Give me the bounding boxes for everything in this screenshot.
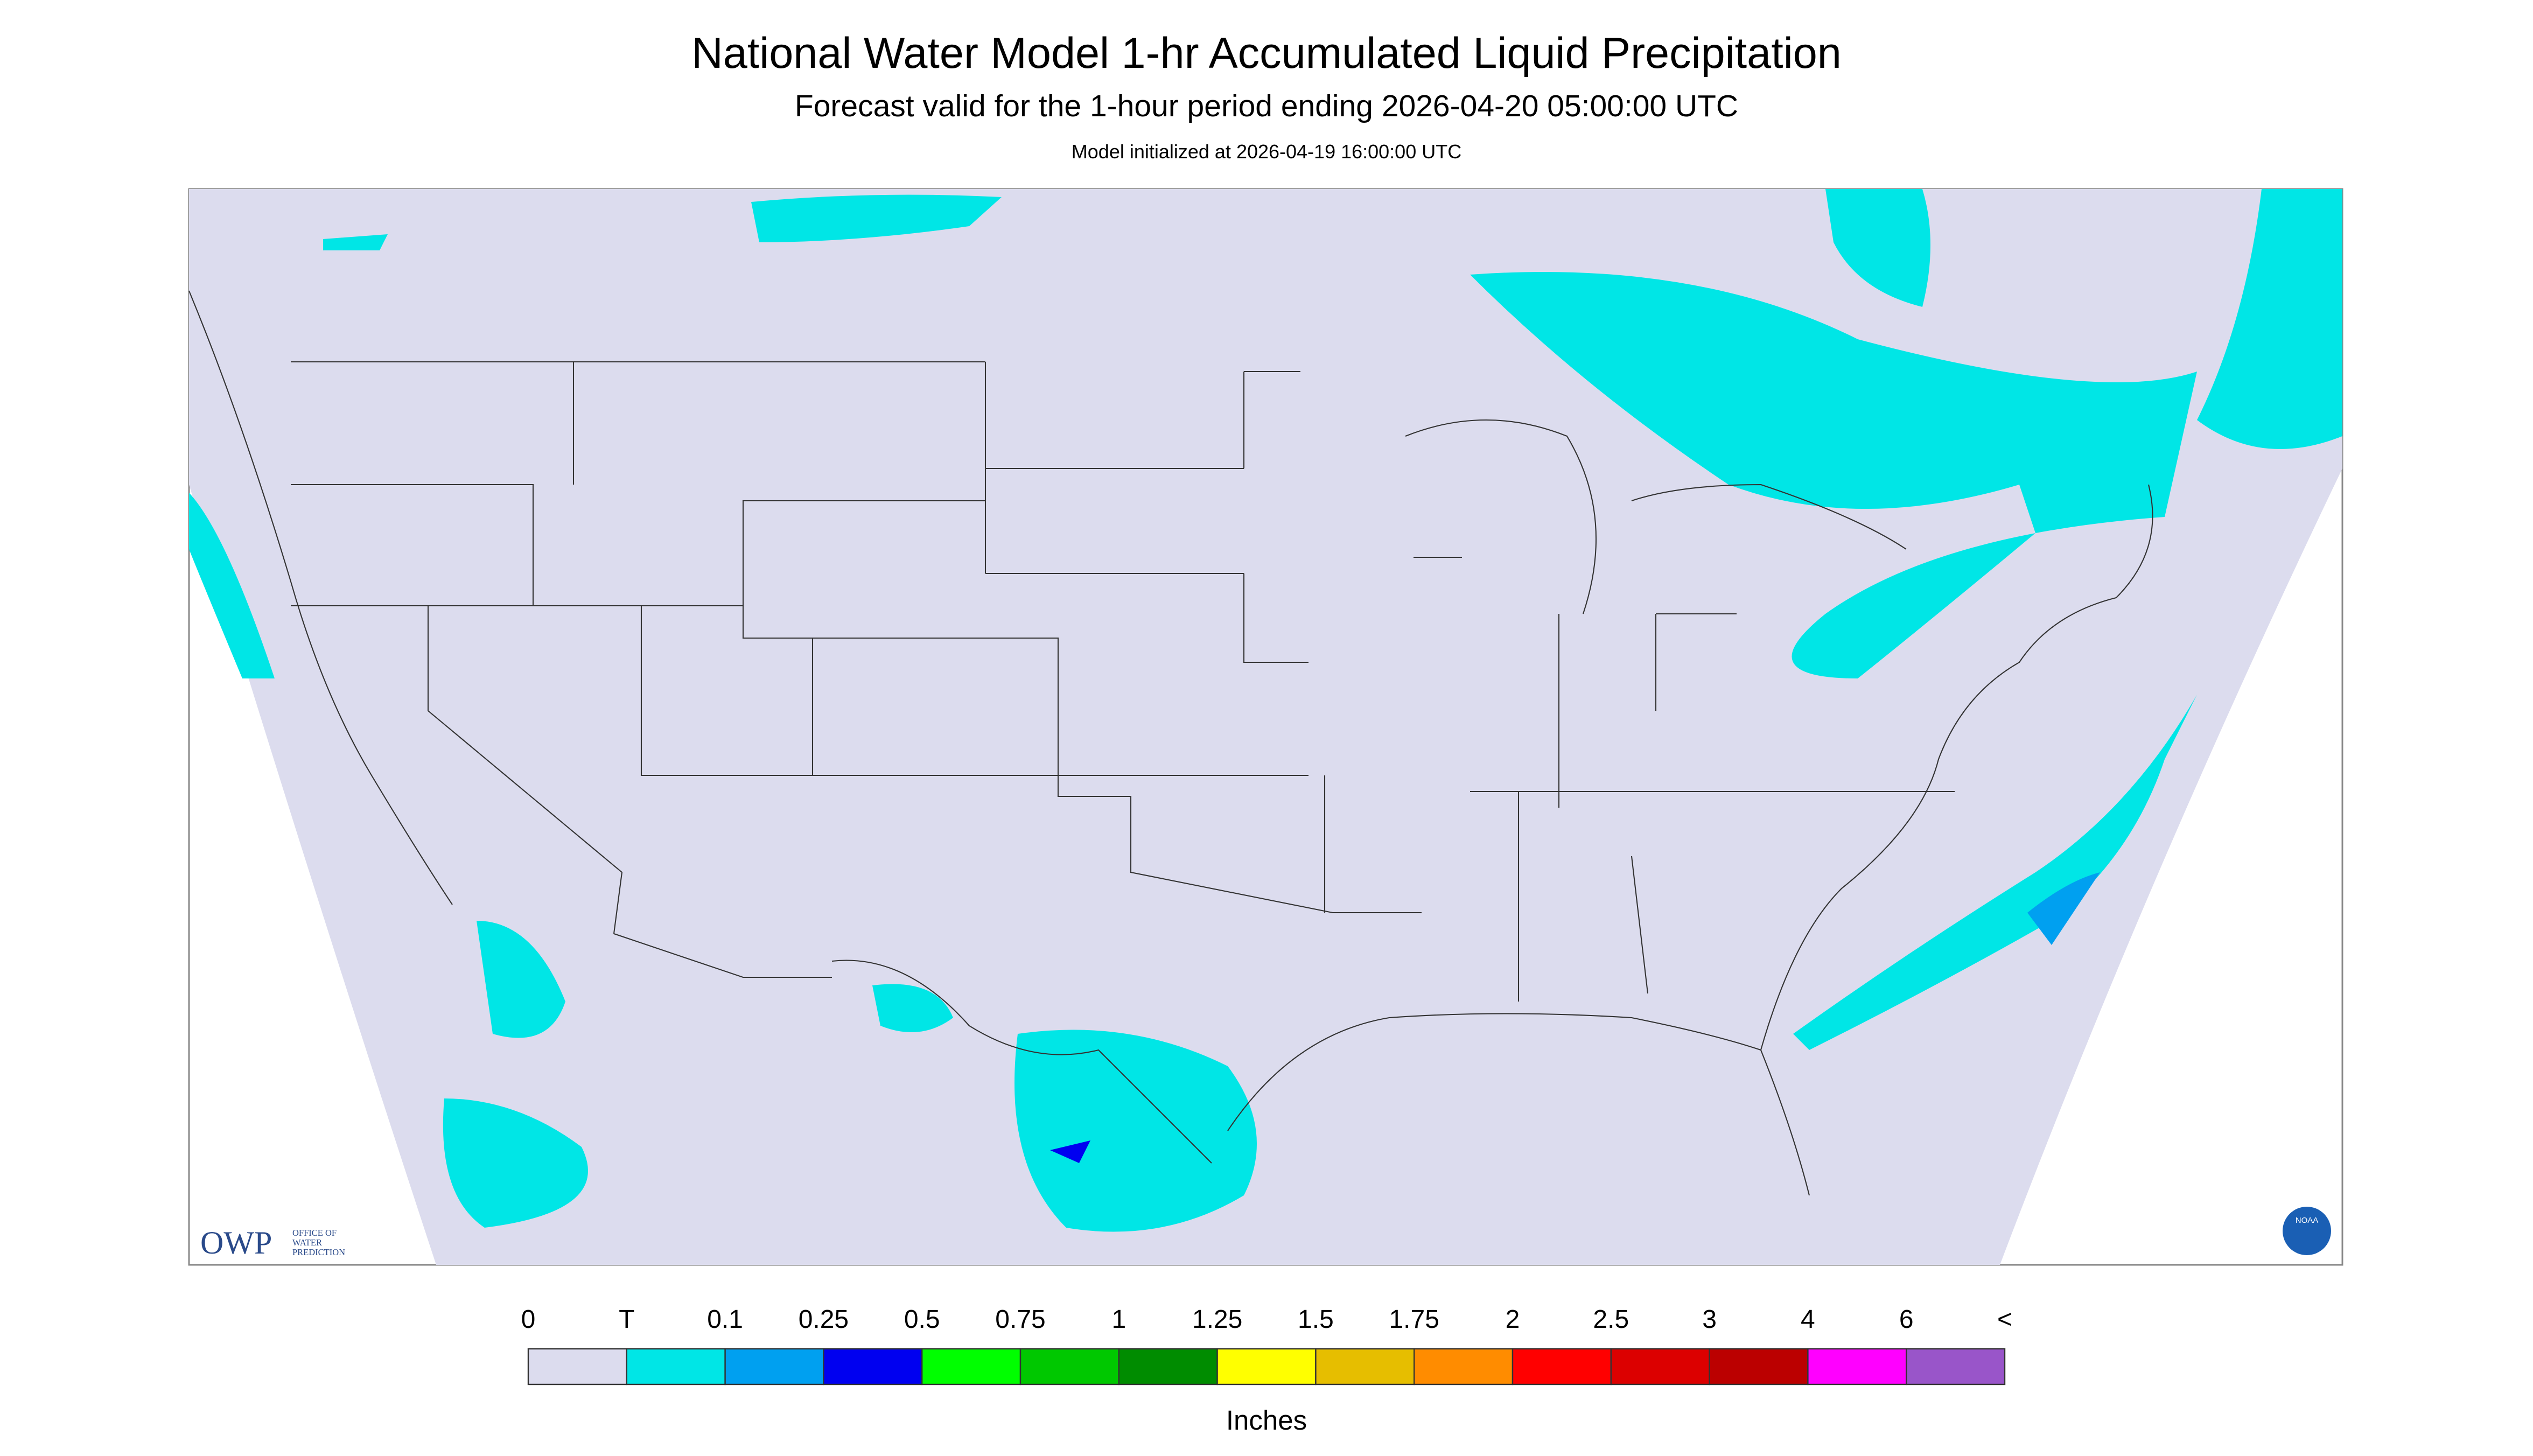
logo-text: OFFICE OF	[292, 1228, 337, 1238]
precip-areas	[189, 189, 2342, 1232]
legend-label: 0	[521, 1305, 536, 1334]
legend-swatch	[1610, 1348, 1710, 1385]
precip-heavy	[1050, 1140, 1090, 1164]
map: OWP OFFICE OF WATER PREDICTION NOAA	[188, 188, 2343, 1266]
state-lines	[291, 361, 1955, 1002]
legend-label: 1	[1111, 1305, 1126, 1334]
legend-label: 1.25	[1192, 1305, 1242, 1334]
legend-label: 0.75	[995, 1305, 1045, 1334]
noaa-logo-text: NOAA	[2296, 1216, 2319, 1225]
legend-swatch	[1709, 1348, 1809, 1385]
legend-swatch	[626, 1348, 726, 1385]
legend-swatch	[1019, 1348, 1120, 1385]
legend-swatch	[1807, 1348, 1907, 1385]
legend-swatch	[724, 1348, 824, 1385]
legend-label: 1.5	[1298, 1305, 1334, 1334]
legend-swatch	[1216, 1348, 1317, 1385]
legend: 0 T 0.1 0.25 0.5 0.75 1 1.25 1.5 1.75 2 2.5 3 4 6 <	[521, 1305, 2012, 1385]
legend-label: 0.5	[904, 1305, 940, 1334]
precip	[2197, 189, 2342, 450]
title: National Water Model 1-hr Accumulated Li…	[691, 29, 1842, 78]
legend-swatch	[1315, 1348, 1415, 1385]
precip	[189, 493, 275, 679]
noaa-logo	[2283, 1207, 2331, 1256]
legend-swatch	[1414, 1348, 1514, 1385]
legend-label: <	[1997, 1305, 2012, 1334]
legend-swatch	[527, 1348, 628, 1385]
precip	[1793, 695, 2197, 1051]
precip	[751, 194, 1002, 243]
legend-swatch	[823, 1348, 923, 1385]
logo: OWP	[200, 1225, 272, 1261]
legend-label: T	[619, 1305, 634, 1334]
boundaries	[188, 290, 2153, 1196]
precip	[477, 921, 565, 1038]
legend-label: 6	[1899, 1305, 1914, 1334]
legend-label: 0.25	[799, 1305, 849, 1334]
legend-label: 0.1	[707, 1305, 743, 1334]
legend-label: 1.75	[1389, 1305, 1439, 1334]
precip	[1014, 1030, 1257, 1232]
legend-unit: Inches	[1226, 1405, 1307, 1436]
precip-heavy	[2027, 872, 2100, 946]
legend-label: 2	[1506, 1305, 1520, 1334]
precip	[1470, 272, 2197, 679]
precip	[323, 234, 388, 251]
legend-swatch	[921, 1348, 1021, 1385]
legend-swatch	[1512, 1348, 1612, 1385]
coastline	[188, 290, 1907, 905]
subtitle: Forecast valid for the 1-hour period end…	[795, 89, 1738, 123]
legend-label: 4	[1801, 1305, 1815, 1334]
logo-text: PREDICTION	[292, 1247, 345, 1257]
init-note: Model initialized at 2026-04-19 16:00:00…	[1072, 141, 1461, 163]
legend-label: 2.5	[1593, 1305, 1629, 1334]
precip	[872, 984, 953, 1033]
coastline	[831, 484, 2153, 1196]
legend-swatch	[1118, 1348, 1218, 1385]
logo-text: WATER	[292, 1237, 322, 1248]
map-domain	[189, 189, 2342, 1265]
precip	[1825, 189, 1930, 307]
legend-swatch	[1905, 1348, 2006, 1385]
precip	[443, 1098, 588, 1228]
legend-label: 3	[1702, 1305, 1717, 1334]
